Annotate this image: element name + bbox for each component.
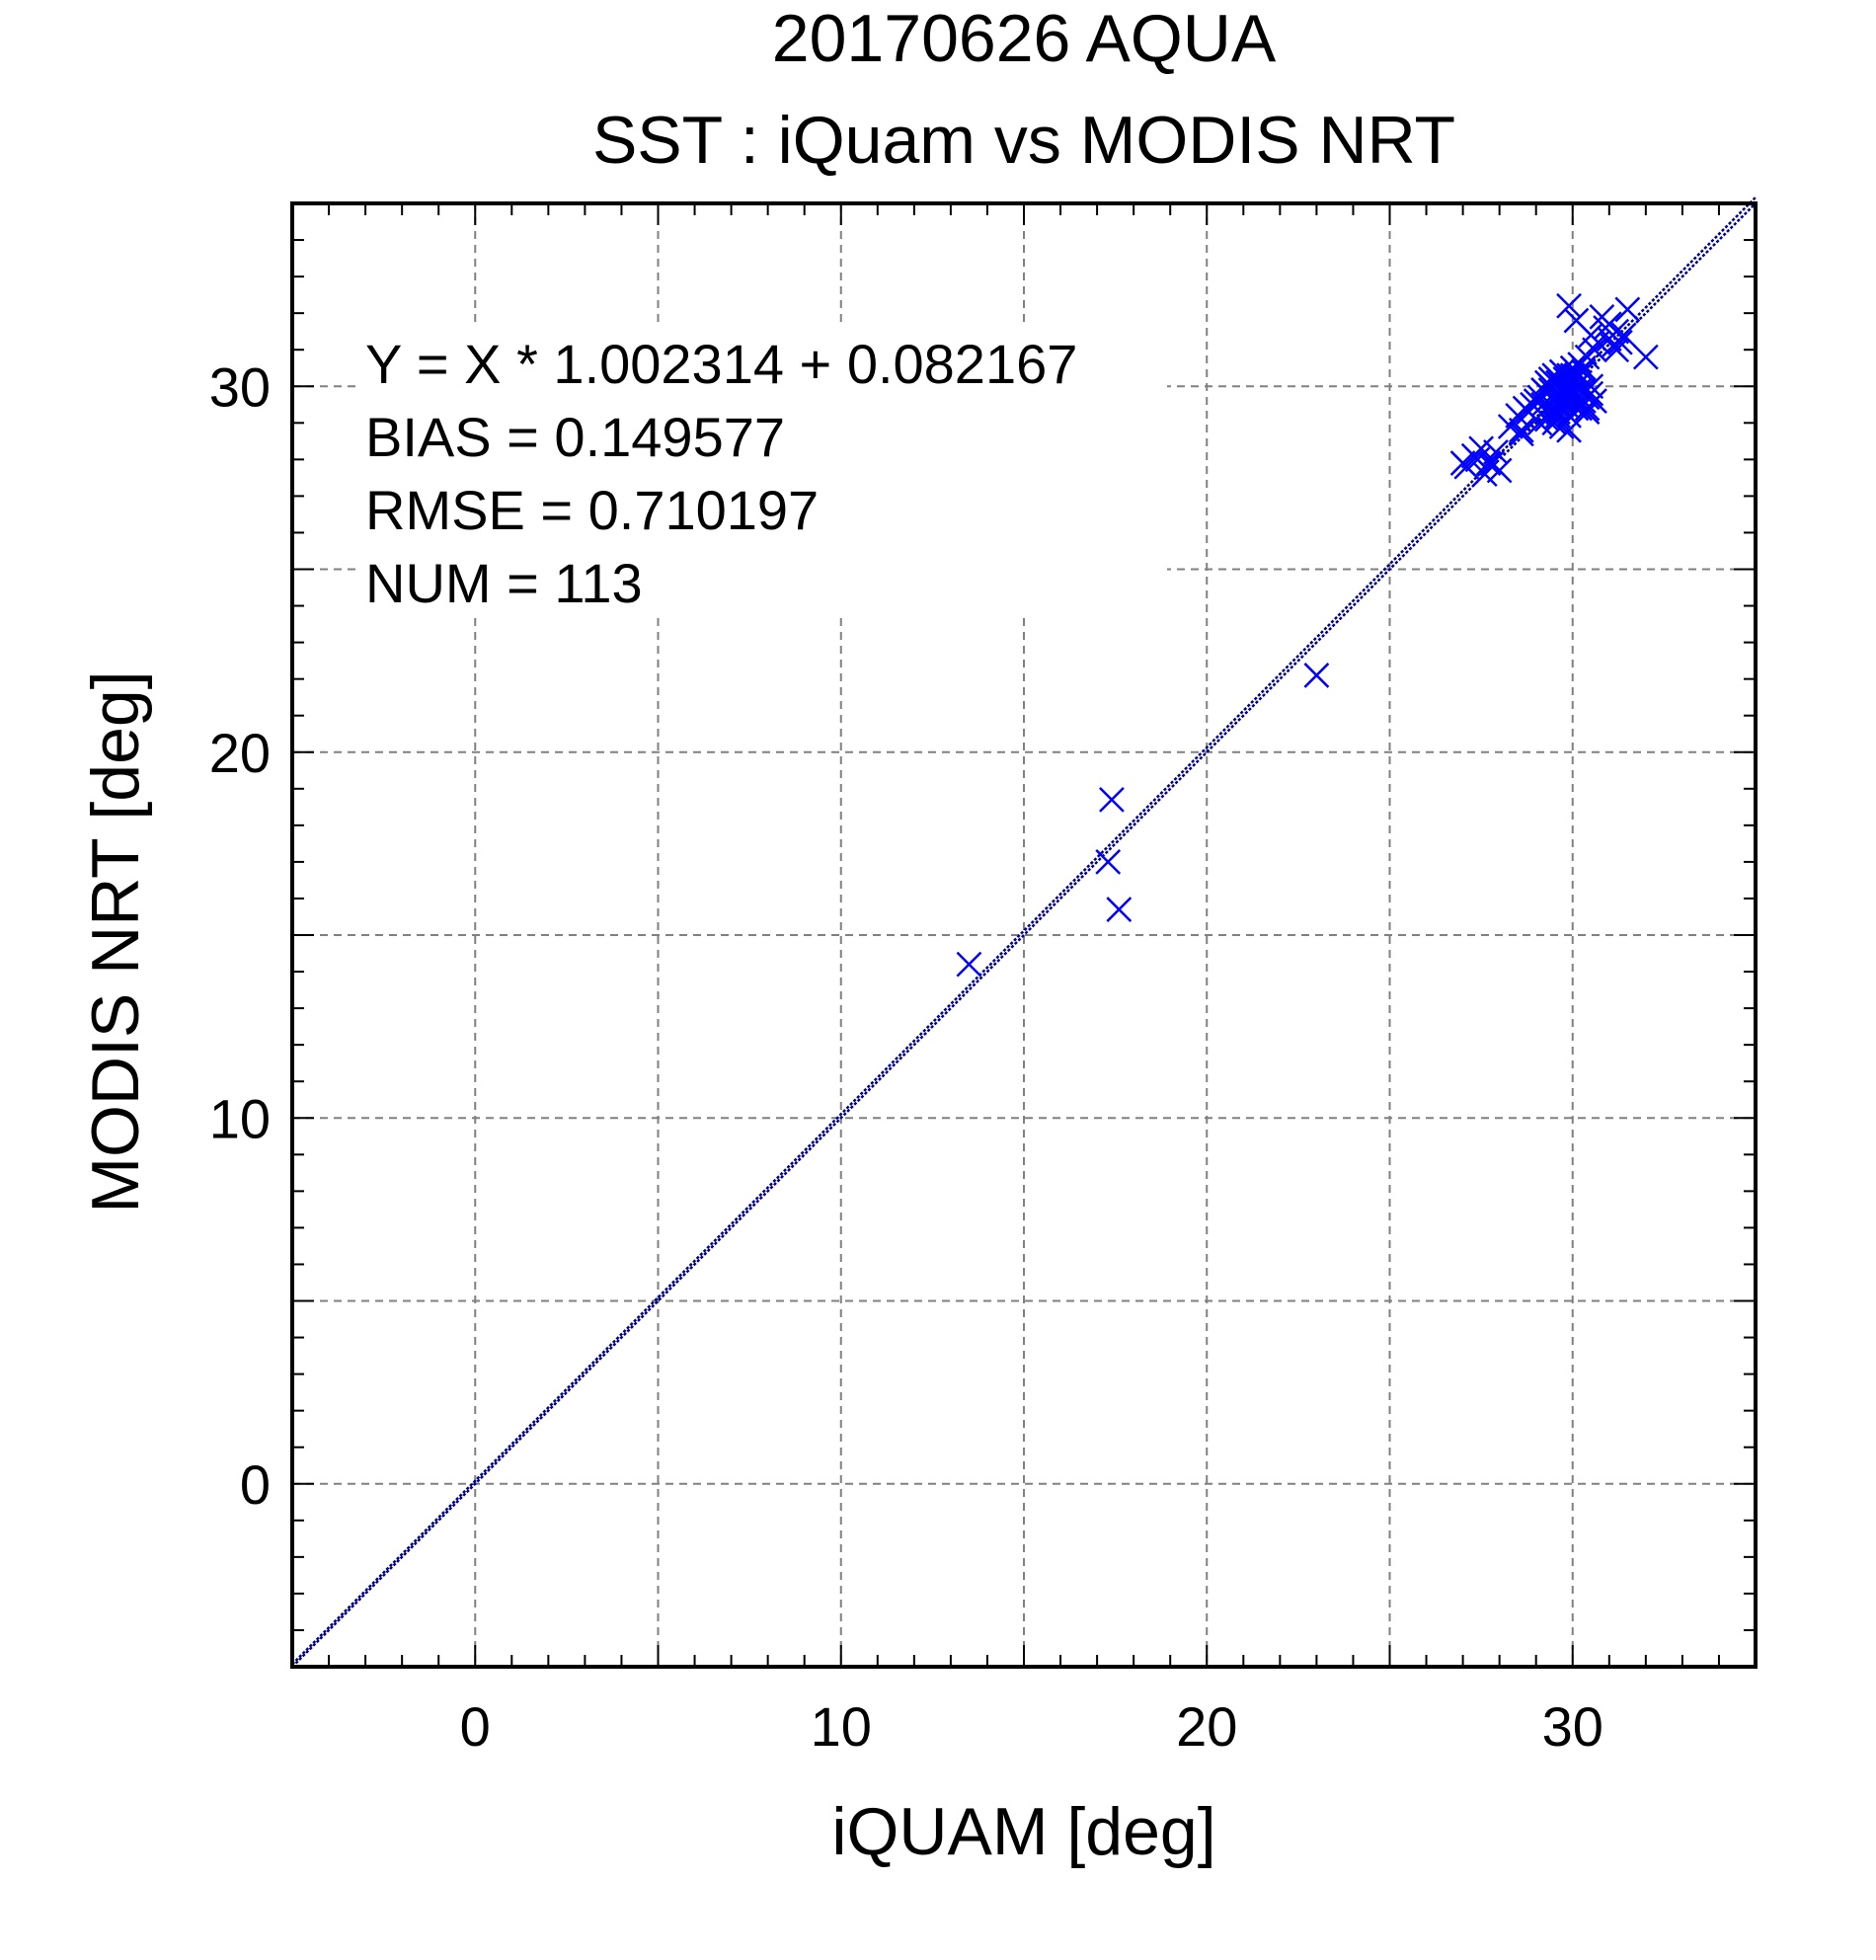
data-point (1589, 303, 1615, 330)
data-point (1614, 296, 1641, 323)
data-point (1607, 329, 1633, 355)
y-tick-label: 0 (240, 1453, 271, 1516)
data-point (1508, 421, 1534, 447)
one-to-one-line (291, 202, 1757, 1668)
chart-subtitle: SST : iQuam vs MODIS NRT (592, 103, 1455, 178)
data-point (1526, 410, 1553, 436)
data-point (1486, 457, 1513, 484)
data-point (1610, 322, 1637, 349)
data-point (1545, 403, 1571, 429)
data-point (1099, 787, 1125, 813)
data-point (1453, 453, 1480, 480)
data-point (1567, 395, 1594, 422)
y-tick-label: 20 (209, 722, 271, 784)
data-point (1559, 380, 1586, 407)
data-point (1556, 292, 1582, 319)
x-tick-label: 10 (811, 1695, 872, 1758)
points-layer (956, 292, 1659, 978)
data-point (1464, 446, 1491, 473)
data-point (1552, 365, 1579, 392)
data-point (1603, 337, 1630, 363)
y-axis-label: MODIS NRT [deg] (78, 670, 153, 1213)
data-point (1106, 897, 1133, 922)
data-point (1632, 344, 1659, 370)
x-tick-label: 30 (1542, 1695, 1603, 1758)
chart-title: 20170626 AQUA (772, 1, 1277, 76)
axes-layer: 0 10 20 30 0 10 20 30 (209, 201, 1758, 1758)
data-point (1095, 849, 1122, 875)
x-axis-label: iQUAM [deg] (831, 1794, 1215, 1869)
data-point (1508, 417, 1534, 443)
fit-line-layer (291, 196, 1757, 1668)
data-point (1548, 388, 1575, 414)
stats-annotation: Y = X * 1.002314 + 0.082167 BIAS = 0.149… (357, 326, 1167, 614)
stats-background (357, 326, 1167, 612)
stats-bias: BIAS = 0.149577 (365, 406, 785, 468)
y-tick-label: 10 (209, 1087, 271, 1149)
stats-regression-line: Y = X * 1.002314 + 0.082167 (365, 333, 1077, 395)
stats-num: NUM = 113 (365, 552, 643, 614)
data-point (1578, 380, 1604, 407)
data-point (1303, 663, 1330, 688)
data-point (1563, 307, 1590, 334)
grid-layer (292, 203, 1756, 1667)
data-point (956, 951, 982, 978)
stats-rmse: RMSE = 0.710197 (365, 479, 819, 541)
y-tick-label: 30 (209, 355, 271, 418)
x-tick-label: 20 (1176, 1695, 1237, 1758)
data-point (1559, 354, 1586, 381)
x-tick-label: 0 (460, 1695, 491, 1758)
